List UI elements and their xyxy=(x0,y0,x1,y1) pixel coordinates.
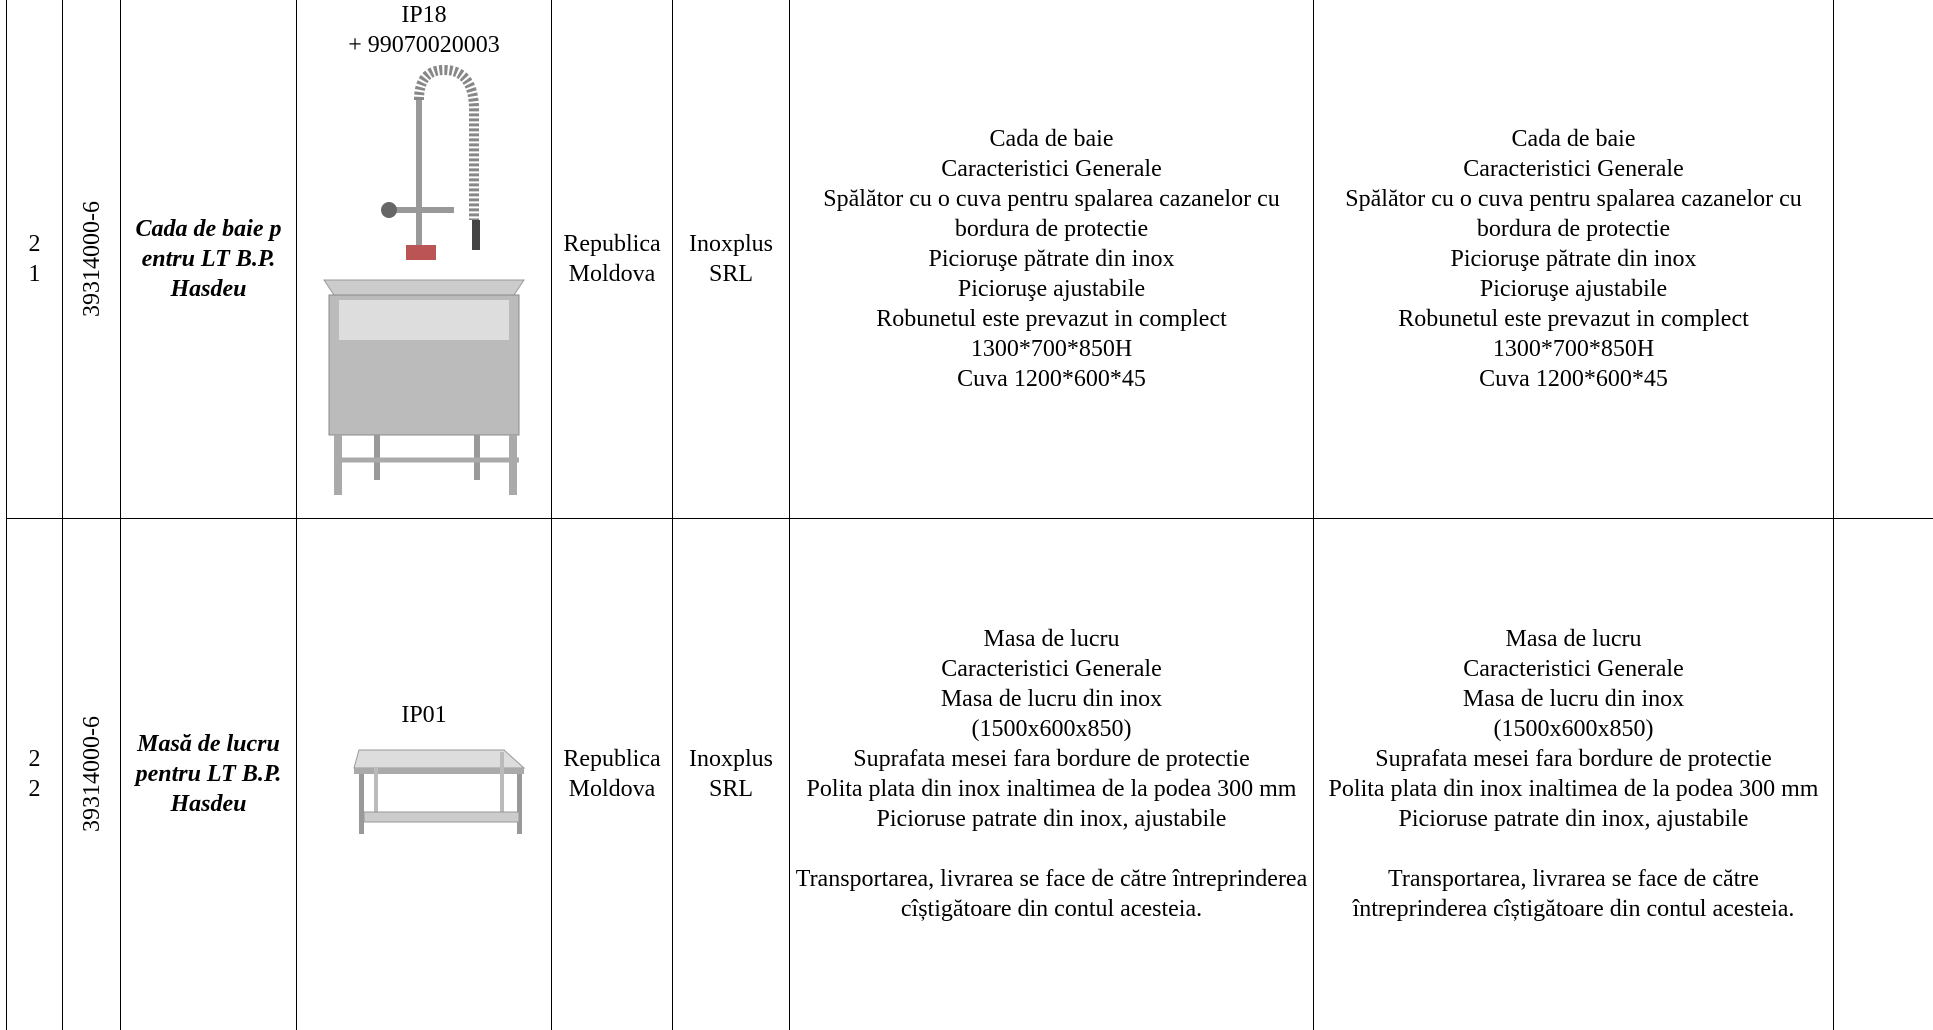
description-line: Polita plata din inox inaltimea de la po… xyxy=(806,776,1297,803)
description-line: Cada de baie xyxy=(989,125,1114,152)
item-code: 39314000-6 xyxy=(78,716,105,833)
table-row: 21 39314000-6 Cada de baie pentru LT B.P.H… xyxy=(6,0,1933,518)
description-line: Caracteristici Generale xyxy=(1463,656,1684,683)
description-line: Suprafata mesei fara bordure de protecti… xyxy=(853,746,1250,773)
description-line: Picioruse patrate din inox, ajustabile xyxy=(1398,806,1749,833)
description-paragraph: Masa de lucru Caracteristici Generale Masa… xyxy=(1318,624,1829,834)
row-number: 22 xyxy=(28,746,41,803)
description-line: 1300*700*850H xyxy=(1492,335,1655,362)
country-cell: Republica Moldova xyxy=(551,517,673,1030)
supplier-cell: Inoxplus SRL xyxy=(672,517,790,1030)
description-line: Picioruşe ajustabile xyxy=(1479,275,1668,302)
description-line: Masa de lucru din inox xyxy=(940,686,1163,713)
table-row: 22 39314000-6 Masă de lucru pentru LT B.P.… xyxy=(6,517,1933,1030)
description-line: (1500x600x850) xyxy=(971,716,1132,743)
description-line: Caracteristici Generale xyxy=(941,656,1162,683)
description-paragraph: Cada de baie Caracteristici Generale Spălă… xyxy=(794,124,1309,394)
image-label: + 99070020003 xyxy=(348,32,500,58)
description-line: Picioruşe ajustabile xyxy=(957,275,1146,302)
item-code: 39314000-6 xyxy=(78,200,105,317)
description-line: Caracteristici Generale xyxy=(1463,155,1684,182)
image-cell: IP01 xyxy=(296,517,552,1030)
description-line: 1300*700*850H xyxy=(970,335,1133,362)
empty-cell xyxy=(1833,517,1933,1030)
image-label: IP18 xyxy=(401,2,447,28)
description-line: Suprafata mesei fara bordure de protecti… xyxy=(1375,746,1772,773)
spec-table: 21 39314000-6 Cada de baie pentru LT B.P.H… xyxy=(6,0,1933,1030)
number-cell: 21 xyxy=(6,0,63,518)
supplier-cell: Inoxplus SRL xyxy=(672,0,790,518)
description-line: Transportarea, livrarea se face de către… xyxy=(795,866,1308,923)
table-image xyxy=(353,749,526,835)
name-cell: Cada de baie pentru LT B.P.Hasdeu xyxy=(120,0,297,518)
code-cell: 39314000-6 xyxy=(62,517,121,1030)
description-paragraph: Cada de baie Caracteristici Generale Spălă… xyxy=(1318,124,1829,394)
name-cell: Masă de lucru pentru LT B.P.Hasdeu xyxy=(120,517,297,1030)
description-line: Masa de lucru xyxy=(1505,626,1642,653)
country: Republica Moldova xyxy=(563,746,661,803)
description-line: Transportarea, livrarea se face de către… xyxy=(1352,866,1795,923)
description-paragraph: Transportarea, livrarea se face de către… xyxy=(794,864,1309,924)
empty-cell xyxy=(1833,0,1933,518)
sink-image xyxy=(323,64,525,495)
description-paragraph: Masa de lucru Caracteristici Generale Masa… xyxy=(794,624,1309,834)
description-line: Polita plata din inox inaltimea de la po… xyxy=(1328,776,1819,803)
description-line: Picioruşe pătrate din inox xyxy=(1450,245,1697,272)
item-name: Cada de baie pentru LT B.P.Hasdeu xyxy=(135,215,282,302)
description-line: Robunetul este prevazut in complect xyxy=(876,305,1227,332)
description-cell: Masa de lucru Caracteristici Generale Masa… xyxy=(789,517,1314,1030)
number-cell: 22 xyxy=(6,517,63,1030)
description-line: Cada de baie xyxy=(1511,125,1636,152)
description-line: Caracteristici Generale xyxy=(941,155,1162,182)
supplier: Inoxplus SRL xyxy=(689,746,773,803)
description-line: (1500x600x850) xyxy=(1493,716,1654,743)
code-cell: 39314000-6 xyxy=(62,0,121,518)
description-cell: Cada de baie Caracteristici Generale Spălă… xyxy=(1313,0,1834,518)
description-paragraph: Transportarea, livrarea se face de către… xyxy=(1318,864,1829,924)
row-number: 21 xyxy=(28,230,41,287)
description-line: Picioruse patrate din inox, ajustabile xyxy=(876,806,1227,833)
description-line: Robunetul este prevazut in complect xyxy=(1398,305,1749,332)
country-cell: Republica Moldova xyxy=(551,0,673,518)
table-body: 21 39314000-6 Cada de baie pentru LT B.P.H… xyxy=(6,0,1933,1030)
image-label: IP01 xyxy=(401,702,447,729)
description-cell: Masa de lucru Caracteristici Generale Masa… xyxy=(1313,517,1834,1030)
description-line: Spălător cu o cuva pentru spalarea cazan… xyxy=(823,185,1280,242)
description-cell: Cada de baie Caracteristici Generale Spălă… xyxy=(789,0,1314,518)
description-line: Masa de lucru din inox xyxy=(1462,686,1685,713)
description-line: Masa de lucru xyxy=(983,626,1120,653)
description-line: Cuva 1200*600*45 xyxy=(957,365,1146,392)
description-line: Picioruşe pătrate din inox xyxy=(928,245,1175,272)
description-line: Cuva 1200*600*45 xyxy=(1479,365,1668,392)
image-cell: IP18 + 99070020003 xyxy=(296,0,552,518)
item-name: Masă de lucru pentru LT B.P.Hasdeu xyxy=(135,731,282,818)
description-line: Spălător cu o cuva pentru spalarea cazan… xyxy=(1345,185,1802,242)
supplier: Inoxplus SRL xyxy=(689,230,773,287)
country: Republica Moldova xyxy=(563,230,661,287)
